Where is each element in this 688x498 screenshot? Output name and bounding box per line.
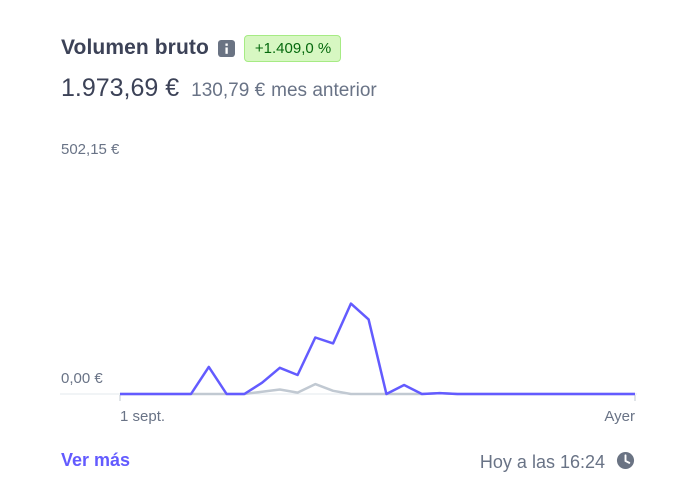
card-title: Volumen bruto: [61, 36, 209, 59]
previous-value: 130,79 €: [191, 80, 266, 101]
y-tick-label: 502,15 €: [61, 141, 120, 158]
updated-time: Hoy a las 16:24: [479, 452, 605, 472]
y-tick-label: 0,00 €: [61, 370, 103, 387]
card-header: Volumen bruto +1.409,0 %: [61, 33, 342, 63]
series-line-current: [120, 302, 635, 396]
previous-label: mes anterior: [271, 80, 377, 101]
value-row: 1.973,69 € 130,79 € mes anterior: [61, 74, 377, 103]
x-tick-label: Ayer: [604, 408, 635, 425]
current-value: 1.973,69 €: [61, 74, 180, 102]
change-badge: +1.409,0 %: [243, 34, 342, 62]
x-tick-label: 1 sept.: [120, 408, 165, 425]
info-icon[interactable]: [217, 39, 235, 57]
see-more-link[interactable]: Ver más: [61, 450, 131, 470]
clock-icon: [616, 451, 635, 470]
gross-volume-chart[interactable]: 502,15 € 0,00 € 1 sept. Ayer: [0, 0, 688, 440]
